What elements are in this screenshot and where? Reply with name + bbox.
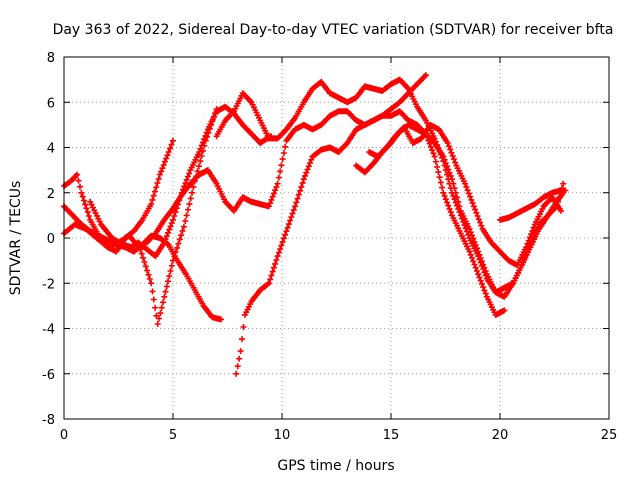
x-tick-label: 0 bbox=[60, 428, 68, 443]
y-tick-label: -6 bbox=[42, 368, 55, 383]
y-tick-label: -8 bbox=[42, 413, 55, 428]
x-tick-label: 25 bbox=[601, 428, 618, 443]
data-series bbox=[61, 72, 569, 377]
x-tick-label: 20 bbox=[492, 428, 509, 443]
axis-ticks: 0 5 10 15 20 25 -8 -6 -4 -2 0 2 4 6 8 bbox=[42, 51, 617, 443]
sdtvar-points bbox=[233, 108, 508, 377]
sdtvar-points bbox=[366, 121, 564, 269]
sdtvar-series-6 bbox=[233, 108, 508, 377]
sdtvar-points bbox=[497, 187, 569, 223]
y-tick-label: -4 bbox=[42, 323, 55, 338]
sdtvar-points bbox=[143, 72, 429, 246]
y-tick-label: -2 bbox=[42, 277, 55, 292]
sdtvar-series-5 bbox=[143, 72, 429, 246]
sdtvar-series-10 bbox=[497, 187, 569, 223]
y-tick-label: 4 bbox=[47, 142, 55, 157]
y-tick-label: 0 bbox=[47, 232, 55, 247]
y-axis-label: SDTVAR / TECUs bbox=[8, 181, 24, 296]
x-tick-label: 15 bbox=[383, 428, 400, 443]
x-axis-label: GPS time / hours bbox=[277, 458, 394, 474]
chart-title: Day 363 of 2022, Sidereal Day-to-day VTE… bbox=[53, 22, 614, 38]
x-tick-label: 5 bbox=[169, 428, 177, 443]
sdtvar-series-9 bbox=[366, 121, 564, 269]
y-tick-label: 8 bbox=[47, 51, 55, 66]
y-tick-label: 2 bbox=[47, 187, 55, 202]
y-tick-label: 6 bbox=[47, 96, 55, 111]
x-tick-label: 10 bbox=[274, 428, 291, 443]
